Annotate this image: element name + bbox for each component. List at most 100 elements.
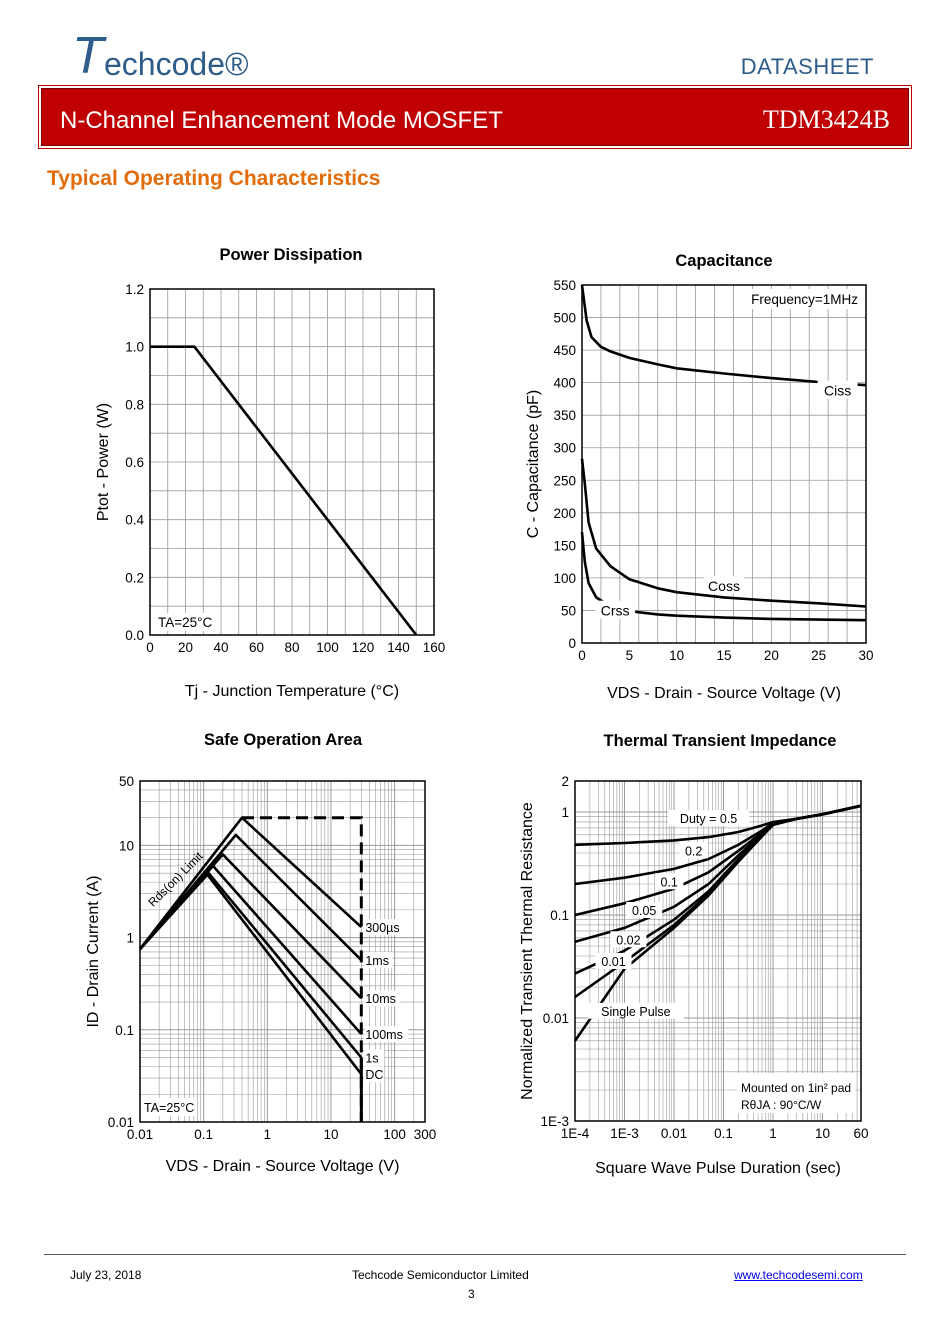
cap-y-tick-label: 150	[553, 538, 576, 553]
soa-x-tick-label: 10	[323, 1127, 338, 1142]
power-x-tick-label: 20	[178, 640, 193, 655]
page-number: 3	[468, 1287, 475, 1301]
soa-series-label: 100ms	[365, 1028, 403, 1042]
power-y-axis-label: Ptot - Power (W)	[95, 403, 112, 521]
power-plot-frame	[149, 288, 435, 636]
power-x-tick-label: 40	[213, 640, 228, 655]
soa-x-tick-label: 300	[414, 1127, 437, 1142]
footer-divider	[44, 1254, 906, 1255]
thermal-x-tick-label: 10	[815, 1126, 830, 1141]
soa-chart-title: Safe Operation Area	[204, 731, 363, 749]
cap-y-tick-label: 250	[553, 473, 576, 488]
thermal-x-tick-label: 1	[769, 1126, 777, 1141]
logo-initial: T	[72, 27, 104, 85]
power-annotation-label: TA=25°C	[158, 615, 213, 630]
power-series-line	[150, 345, 418, 636]
thermal-y-tick-label: 2	[561, 774, 569, 789]
thermal-series-label: 0.1	[661, 875, 678, 889]
thermal-x-axis-label: Square Wave Pulse Duration (sec)	[595, 1160, 841, 1177]
thermal-series-label-bg	[587, 1002, 684, 1019]
thermal-annotation-rthja: RθJA : 90°C/W	[741, 1098, 822, 1112]
soa-series-label: DC	[365, 1068, 383, 1082]
thermal-x-tick-label: 60	[853, 1126, 868, 1141]
thermal-x-tick-label: 1E-4	[561, 1126, 590, 1141]
thermal-series-label: 0.02	[616, 933, 640, 947]
thermal-series-line	[574, 804, 862, 975]
power-chart-title: Power Dissipation	[219, 246, 362, 264]
soa-boundary-line	[242, 816, 363, 1122]
thermal-series-label-bg	[668, 810, 750, 827]
cap-y-tick-label: 100	[553, 571, 576, 586]
cap-x-tick-label: 15	[716, 648, 731, 663]
soa-plot-frame	[139, 780, 426, 1123]
thermal-x-tick-label: 1E-3	[610, 1126, 639, 1141]
thermal-series-label: 0.05	[632, 904, 656, 918]
soa-annotation-label: TA=25°C	[144, 1101, 194, 1115]
cap-x-tick-label: 25	[811, 648, 826, 663]
soa-series-label-bg	[364, 952, 393, 969]
cap-series-line	[580, 532, 867, 622]
thermal-y-tick-label: 1E-3	[540, 1114, 569, 1129]
soa-series-label-bg	[364, 990, 401, 1007]
cap-y-tick-label: 300	[553, 441, 576, 456]
cap-y-tick-label: 450	[553, 343, 576, 358]
soa-y-axis-label: ID - Drain Current (A)	[85, 875, 102, 1027]
cap-y-tick-label: 400	[553, 376, 576, 391]
thermal-chart-title: Thermal Transient Impedance	[604, 732, 837, 750]
power-y-tick-label: 1.0	[125, 340, 144, 355]
soa-x-tick-label: 100	[383, 1127, 406, 1142]
soa-series-label: 10ms	[365, 992, 396, 1006]
thermal-series-label-bg	[610, 931, 647, 948]
soa-series-label-bg	[364, 1049, 385, 1066]
soa-rdson-limit-label: Rds(on) Limit	[145, 849, 206, 910]
power-y-tick-label: 0.2	[125, 570, 144, 585]
title-banner: N-Channel Enhancement Mode MOSFET TDM342…	[41, 88, 909, 146]
thermal-y-tick-label: 1	[561, 805, 569, 820]
cap-y-axis-label: C - Capacitance (pF)	[525, 390, 542, 539]
cap-series-line	[580, 458, 867, 608]
power-x-tick-label: 100	[316, 640, 339, 655]
thermal-annotation-pad: Mounted on 1in² pad	[741, 1081, 851, 1095]
cap-y-tick-label: 350	[553, 408, 576, 423]
soa-y-tick-label: 10	[119, 838, 134, 853]
cap-x-axis-label: VDS - Drain - Source Voltage (V)	[607, 685, 841, 702]
footer-company: Techcode Semiconductor Limited	[352, 1268, 529, 1282]
cap-y-tick-label: 500	[553, 311, 576, 326]
soa-x-tick-label: 0.1	[194, 1127, 213, 1142]
thermal-series-line	[574, 804, 862, 943]
soa-series-label-bg	[364, 1026, 409, 1043]
cap-y-tick-label: 50	[561, 603, 576, 618]
soa-series-label: 300µs	[365, 921, 399, 935]
thermal-x-tick-label: 0.01	[661, 1126, 687, 1141]
soa-x-axis-label: VDS - Drain - Source Voltage (V)	[166, 1158, 400, 1175]
soa-x-tick-label: 0.01	[127, 1127, 153, 1142]
section-title: Typical Operating Characteristics	[47, 167, 381, 190]
thermal-series-label: 0.01	[601, 955, 625, 969]
thermal-y-axis-label: Normalized Transient Thermal Resistance	[519, 802, 536, 1100]
soa-y-tick-label: 0.01	[108, 1115, 134, 1130]
power-x-tick-label: 120	[352, 640, 375, 655]
thermal-series-label: Duty = 0.5	[680, 812, 737, 826]
cap-x-tick-label: 30	[858, 648, 873, 663]
thermal-y-tick-label: 0.1	[550, 908, 569, 923]
power-y-tick-label: 0.0	[125, 628, 144, 643]
banner-title: N-Channel Enhancement Mode MOSFET	[60, 107, 503, 134]
power-x-tick-label: 80	[284, 640, 299, 655]
soa-series-label-bg	[364, 1066, 385, 1083]
logo-wordmark: echcode®	[104, 46, 249, 82]
footer-url-link[interactable]: www.techcodesemi.com	[734, 1268, 863, 1282]
power-annotation-bg	[154, 613, 216, 631]
cap-annotation-label: Frequency=1MHz	[751, 292, 858, 307]
thermal-x-tick-label: 0.1	[714, 1126, 733, 1141]
cap-series-line	[580, 284, 867, 387]
thermal-series-label-bg	[679, 842, 708, 859]
soa-series-label-bg	[364, 919, 409, 936]
thermal-plot-frame	[574, 780, 862, 1122]
power-x-tick-label: 60	[249, 640, 264, 655]
thermal-series-label-bg	[654, 873, 684, 890]
soa-series-line	[139, 871, 363, 1075]
cap-series-label: Crss	[601, 603, 630, 619]
soa-series-label: 1s	[365, 1052, 378, 1066]
thermal-series-label: 0.2	[685, 844, 702, 858]
